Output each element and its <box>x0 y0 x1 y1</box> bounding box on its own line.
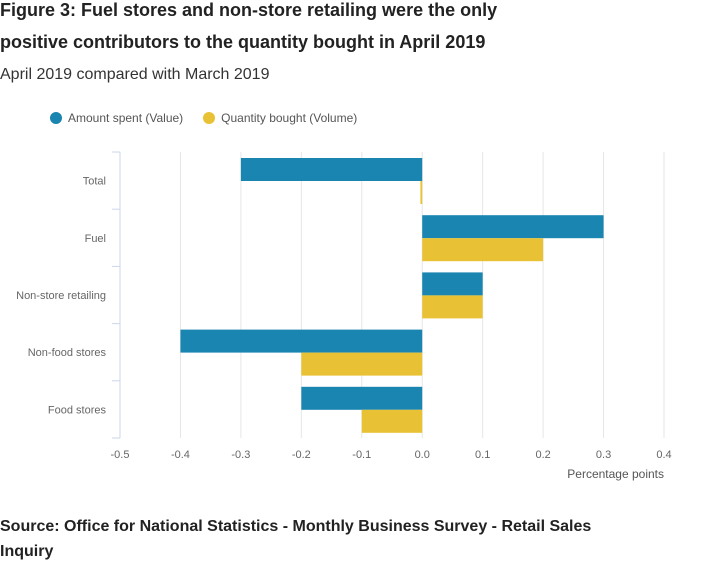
y-tick-label: Total <box>83 176 106 188</box>
x-axis-label: Percentage points <box>567 467 664 481</box>
x-tick-label: 0.0 <box>415 449 430 461</box>
x-tick-label: 0.2 <box>535 449 550 461</box>
legend-swatch <box>203 112 216 124</box>
legend-item-value[interactable]: Amount spent (Value) <box>50 111 183 125</box>
source-note: Source: Office for National Statistics -… <box>0 518 592 560</box>
legend-label: Quantity bought (Volume) <box>221 111 358 125</box>
bar-value <box>422 272 483 296</box>
chart-title: Figure 3: Fuel stores and non-store reta… <box>0 0 498 52</box>
legend-swatch <box>50 112 62 124</box>
bar-volume <box>420 181 423 204</box>
x-tick-label: 0.4 <box>656 449 671 461</box>
y-tick-label: Fuel <box>85 233 106 245</box>
chart-subtitle: April 2019 compared with March 2019 <box>0 66 270 83</box>
legend-label: Amount spent (Value) <box>68 111 184 125</box>
bar-value <box>422 215 604 239</box>
x-tick-label: -0.2 <box>292 449 311 461</box>
bar-volume <box>361 409 423 433</box>
legend: Amount spent (Value) Quantity bought (Vo… <box>50 111 357 125</box>
y-tick-label: Non-food stores <box>28 347 107 359</box>
bar-value <box>180 329 423 353</box>
bar-volume <box>422 238 544 262</box>
x-tick-label: 0.3 <box>596 449 611 461</box>
x-tick-label: -0.3 <box>231 449 250 461</box>
x-tick-label: 0.1 <box>475 449 490 461</box>
x-tick-label: -0.4 <box>171 449 190 461</box>
bar-value <box>301 386 423 410</box>
bar-volume <box>301 352 423 376</box>
bar-chart: -0.5 -0.4 -0.3 -0.2 -0.1 0.0 0.1 0.2 0.3 0.4 Total… <box>16 151 672 481</box>
y-tick-label: Food stores <box>48 404 107 416</box>
x-tick-label: -0.1 <box>352 449 371 461</box>
legend-item-volume[interactable]: Quantity bought (Volume) <box>203 111 357 125</box>
y-tick-label: Non-store retailing <box>16 290 106 302</box>
bar-volume <box>422 295 483 319</box>
bar-value <box>240 158 423 181</box>
x-tick-label: -0.5 <box>111 449 130 461</box>
